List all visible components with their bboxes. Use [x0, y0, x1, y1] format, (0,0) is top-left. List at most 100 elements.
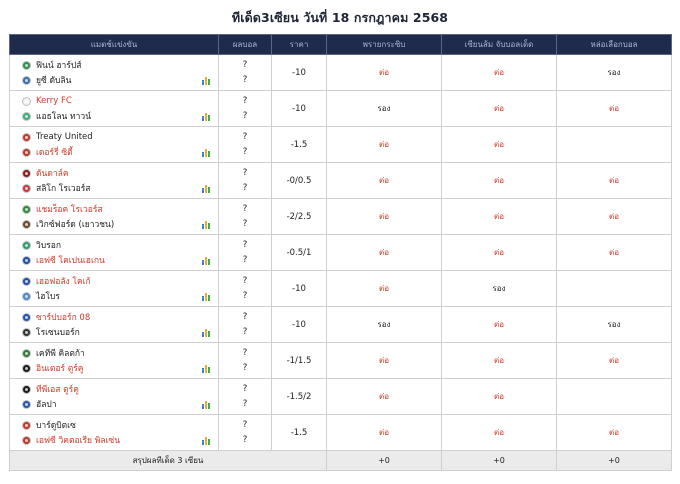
home-team[interactable]: ซาร์ปบอร์ก 08 — [22, 310, 90, 324]
home-team[interactable]: แชมร็อค โรเวอร์ส — [22, 202, 103, 216]
home-team[interactable]: เฮอฟอลัง โคเก้ — [22, 274, 91, 288]
tip-tipster-1: ต่อ — [326, 126, 442, 163]
team-logo-icon — [22, 399, 31, 409]
tip-tipster-2: รอง — [441, 270, 557, 307]
team-logo-icon — [22, 348, 31, 358]
home-team[interactable]: เคทีพี คิลตก้า — [22, 346, 85, 360]
bar-chart-icon[interactable] — [202, 77, 211, 85]
match-teams: เคทีพี คิลตก้าอินเตอร์ ตูร์คู — [10, 343, 218, 378]
team-logo-icon — [22, 75, 31, 85]
away-team-name: เดอร์รี่ ซิตี้ — [36, 148, 73, 158]
tip-tipster-2: ต่อ — [441, 342, 557, 379]
bar-chart-icon[interactable] — [202, 221, 211, 229]
table-row: ฟินน์ ฮาร์ปส์ ยูซี ดับลิน?? -10 ต่อ ต่อ รอง — [9, 54, 672, 91]
header-tipster-2: เซียนส้ม จับบอลเด็ด — [441, 34, 557, 55]
tip-tipster-3: ต่อ — [556, 414, 672, 451]
score-away: ? — [242, 110, 248, 121]
team-logo-icon — [22, 327, 31, 337]
price-cell: -1.5 — [271, 414, 327, 451]
page-title: ทีเด็ด3เซียน วันที่ 18 กรกฎาคม 2568 — [231, 10, 449, 25]
tip-tipster-2: ต่อ — [441, 414, 557, 451]
score-away: ? — [242, 362, 248, 373]
team-logo-icon — [22, 435, 31, 445]
bar-chart-icon[interactable] — [202, 365, 211, 373]
away-team[interactable]: เวิกซ์ฟอร์ด (เยาวชน) — [22, 217, 114, 231]
bar-chart-icon[interactable] — [202, 401, 211, 409]
home-team[interactable]: ฟินน์ ฮาร์ปส์ — [22, 58, 81, 72]
header-price: ราคา — [271, 34, 327, 55]
bar-chart-icon[interactable] — [202, 185, 211, 193]
summary-tipster-3: +0 — [556, 450, 672, 471]
bar-chart-icon[interactable] — [202, 293, 211, 301]
score-away: ? — [242, 326, 248, 337]
result-cell: ?? — [218, 414, 272, 451]
away-team-name: เวิกซ์ฟอร์ด (เยาวชน) — [36, 220, 115, 230]
away-team[interactable]: เอฟซี วิคตอเรีย พิลเซ่น — [22, 433, 120, 447]
away-team[interactable]: ยูซี ดับลิน — [22, 73, 71, 87]
match-cell: ดันดาล์ค สลิโก โรเวอร์ส — [9, 162, 219, 199]
away-team[interactable]: เดอร์รี่ ซิตี้ — [22, 145, 73, 159]
price-cell: -0.5/1 — [271, 234, 327, 271]
away-team[interactable]: ไฮโบร — [22, 289, 60, 303]
result-cell: ?? — [218, 90, 272, 127]
summary-row: สรุปผลทีเด็ด 3 เซียน +0 +0 +0 — [9, 450, 672, 471]
home-team[interactable]: วิบรอก — [22, 238, 61, 252]
table-row: Treaty United เดอร์รี่ ซิตี้?? -1.5 ต่อ ต่อ — [9, 126, 672, 163]
bar-chart-icon[interactable] — [202, 437, 211, 445]
match-teams: ฟินน์ ฮาร์ปส์ยูซี ดับลิน — [10, 55, 218, 90]
summary-tipster-1: +0 — [326, 450, 442, 471]
home-team-name: เคทีพี คิลตก้า — [36, 349, 85, 359]
bar-chart-icon[interactable] — [202, 149, 211, 157]
score-home: ? — [242, 383, 248, 394]
away-team[interactable]: เอฟซี โคเปนเฮเกน — [22, 253, 105, 267]
away-team[interactable]: แอธโลน ทาวน์ — [22, 109, 91, 123]
result-cell: ?? — [218, 54, 272, 91]
team-logo-icon — [22, 147, 31, 157]
home-team[interactable]: Treaty United — [22, 130, 93, 144]
summary-tipster-2: +0 — [441, 450, 557, 471]
home-team[interactable]: บาร์ดูบิตเซ — [22, 418, 76, 432]
team-logo-icon — [22, 132, 31, 142]
tip-tipster-1: ต่อ — [326, 378, 442, 415]
away-team[interactable]: โรเซนบอร์ก — [22, 325, 80, 339]
result-cell: ?? — [218, 342, 272, 379]
tip-tipster-3: ต่อ — [556, 198, 672, 235]
away-team[interactable]: ฮัลปา — [22, 397, 57, 411]
result-cell: ?? — [218, 306, 272, 343]
home-team[interactable]: ดันดาล์ค — [22, 166, 69, 180]
table-row: ดันดาล์ค สลิโก โรเวอร์ส?? -0/0.5 ต่อ ต่อ ต่อ — [9, 162, 672, 199]
price-cell: -10 — [271, 270, 327, 307]
score-away: ? — [242, 218, 248, 229]
bar-chart-icon[interactable] — [202, 113, 211, 121]
table-row: เฮอฟอลัง โคเก้ ไฮโบร?? -10 ต่อ รอง — [9, 270, 672, 307]
match-teams: Treaty United เดอร์รี่ ซิตี้ — [10, 127, 218, 162]
result-cell: ?? — [218, 126, 272, 163]
match-teams: ซาร์ปบอร์ก 08 โรเซนบอร์ก — [10, 307, 218, 342]
home-team-name: ฟินน์ ฮาร์ปส์ — [36, 61, 82, 71]
match-cell: วิบรอก เอฟซี โคเปนเฮเกน — [9, 234, 219, 271]
team-logo-icon — [22, 168, 31, 178]
team-logo-icon — [22, 420, 31, 430]
table-row: ซาร์ปบอร์ก 08 โรเซนบอร์ก?? -10 รอง ต่อ รอง — [9, 306, 672, 343]
away-team-name: แอธโลน ทาวน์ — [36, 112, 92, 122]
home-team[interactable]: Kerry FC — [22, 94, 72, 108]
tip-tipster-1: รอง — [326, 90, 442, 127]
score-away: ? — [242, 398, 248, 409]
match-cell: บาร์ดูบิตเซเอฟซี วิคตอเรีย พิลเซ่น — [9, 414, 219, 451]
bar-chart-icon[interactable] — [202, 329, 211, 337]
away-team[interactable]: อินเตอร์ ตูร์คู — [22, 361, 84, 375]
tip-tipster-3: ต่อ — [556, 234, 672, 271]
bar-chart-icon[interactable] — [202, 257, 211, 265]
team-logo-icon — [22, 312, 31, 322]
team-logo-icon — [22, 384, 31, 394]
tip-tipster-1: ต่อ — [326, 162, 442, 199]
team-logo-icon — [22, 291, 31, 301]
summary-label: สรุปผลทีเด็ด 3 เซียน — [9, 450, 327, 471]
away-team[interactable]: สลิโก โรเวอร์ส — [22, 181, 90, 195]
price-cell: -0/0.5 — [271, 162, 327, 199]
tip-tipster-2: ต่อ — [441, 162, 557, 199]
home-team[interactable]: ทีพีเอส ตูร์คู — [22, 382, 79, 396]
header-match: แมตช์แข่งขัน — [9, 34, 219, 55]
home-team-name: บาร์ดูบิตเซ — [36, 421, 76, 431]
tip-tipster-1: ต่อ — [326, 342, 442, 379]
